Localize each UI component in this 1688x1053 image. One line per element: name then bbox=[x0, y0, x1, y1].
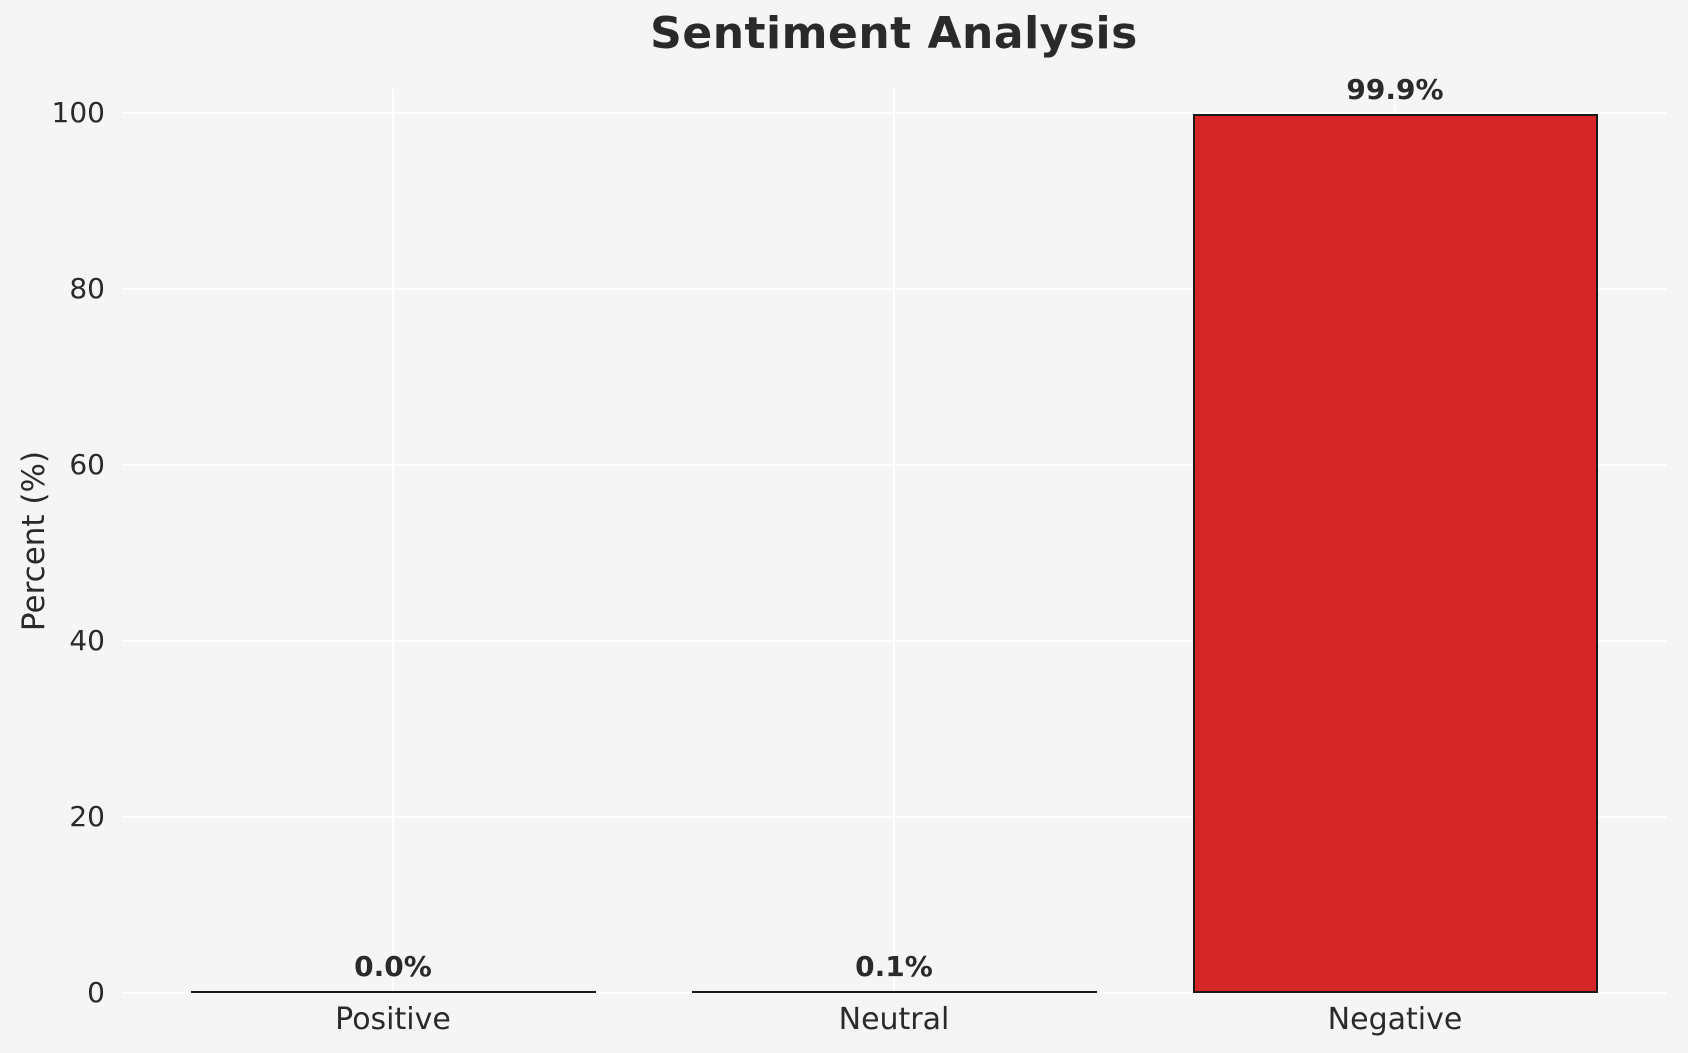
bar-value-label: 0.1% bbox=[855, 950, 933, 983]
plot-area: 0.0% 0.1% 99.9% bbox=[122, 73, 1666, 994]
y-tick-label: 80 bbox=[69, 272, 105, 305]
y-tick-label: 20 bbox=[69, 800, 105, 833]
chart-title: Sentiment Analysis bbox=[650, 8, 1138, 59]
x-tick-label-neutral: Neutral bbox=[838, 1002, 950, 1037]
y-tick-label: 60 bbox=[69, 448, 105, 481]
y-tick-label: 0 bbox=[87, 976, 105, 1009]
bar-value-label: 99.9% bbox=[1346, 72, 1444, 106]
bar-positive bbox=[190, 991, 596, 993]
h-gridline bbox=[122, 992, 1666, 994]
bar-value-label: 0.0% bbox=[354, 950, 432, 983]
bar-negative bbox=[1192, 113, 1598, 993]
v-gridline bbox=[893, 89, 895, 993]
y-tick-label: 100 bbox=[51, 96, 105, 129]
bar-neutral bbox=[691, 990, 1097, 993]
y-tick-label: 40 bbox=[69, 624, 105, 657]
x-tick-label-negative: Negative bbox=[1327, 1002, 1463, 1037]
v-gridline bbox=[392, 89, 394, 993]
x-tick-label-positive: Positive bbox=[335, 1002, 451, 1037]
